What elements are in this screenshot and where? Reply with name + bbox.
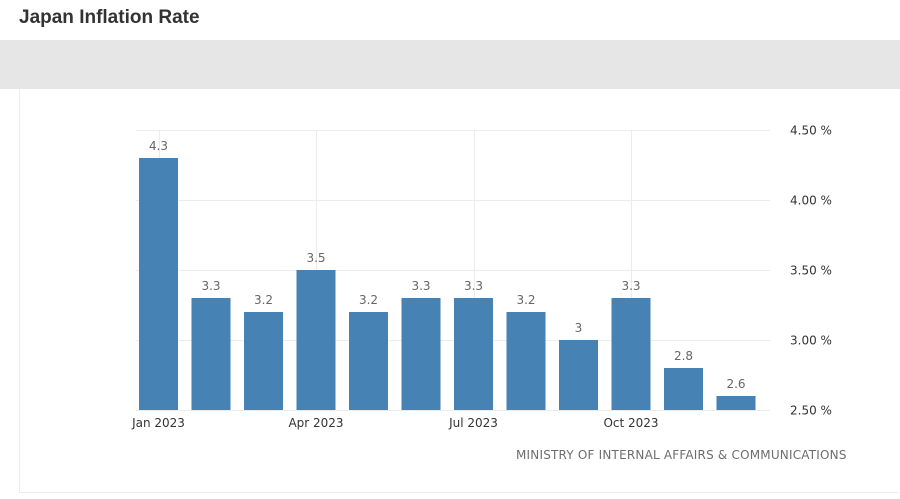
x-axis: Jan 2023 Apr 2023 Jul 2023 Oct 2023 bbox=[131, 416, 658, 430]
data-label: 3.3 bbox=[201, 279, 220, 293]
title-bar: Japan Inflation Rate bbox=[0, 0, 900, 40]
x-tick-label: Jan 2023 bbox=[131, 416, 185, 430]
y-tick-label: 4.50 % bbox=[790, 124, 832, 138]
data-label: 3.3 bbox=[621, 279, 640, 293]
bar[interactable] bbox=[559, 340, 598, 410]
bar[interactable] bbox=[244, 312, 283, 410]
data-label: 3 bbox=[575, 321, 583, 335]
bar[interactable] bbox=[716, 396, 756, 410]
y-axis: 2.50 % 3.00 % 3.50 % 4.00 % 4.50 % bbox=[790, 124, 832, 418]
data-label: 3.2 bbox=[516, 293, 535, 307]
bar[interactable] bbox=[139, 158, 178, 410]
chart-panel bbox=[19, 89, 898, 493]
y-tick-label: 2.50 % bbox=[790, 404, 832, 418]
header-band bbox=[0, 40, 900, 89]
x-tick-label: Jul 2023 bbox=[448, 416, 498, 430]
x-tick-label: Oct 2023 bbox=[603, 416, 658, 430]
data-label: 3.5 bbox=[306, 251, 325, 265]
y-tick-label: 3.00 % bbox=[790, 334, 832, 348]
bar[interactable] bbox=[506, 312, 546, 410]
source-credit: MINISTRY OF INTERNAL AFFAIRS & COMMUNICA… bbox=[516, 448, 847, 462]
bar[interactable] bbox=[454, 298, 493, 410]
bar[interactable] bbox=[401, 298, 441, 410]
data-label: 3.2 bbox=[359, 293, 378, 307]
data-label: 3.2 bbox=[254, 293, 273, 307]
bar[interactable] bbox=[191, 298, 231, 410]
data-label: 3.3 bbox=[411, 279, 430, 293]
y-tick-label: 4.00 % bbox=[790, 194, 832, 208]
bars bbox=[139, 158, 756, 410]
page-title: Japan Inflation Rate bbox=[19, 7, 200, 28]
data-label: 4.3 bbox=[149, 139, 168, 153]
data-label: 3.3 bbox=[464, 279, 483, 293]
bar[interactable] bbox=[349, 312, 388, 410]
x-tick-label: Apr 2023 bbox=[288, 416, 343, 430]
y-tick-label: 3.50 % bbox=[790, 264, 832, 278]
bar[interactable] bbox=[664, 368, 703, 410]
data-label: 2.8 bbox=[674, 349, 693, 363]
bar[interactable] bbox=[611, 298, 651, 410]
bar[interactable] bbox=[296, 270, 336, 410]
data-labels: 4.3 3.3 3.2 3.5 3.2 3.3 3.3 3.2 3 3.3 2.8 2.6 bbox=[149, 139, 746, 391]
data-label: 2.6 bbox=[726, 377, 745, 391]
